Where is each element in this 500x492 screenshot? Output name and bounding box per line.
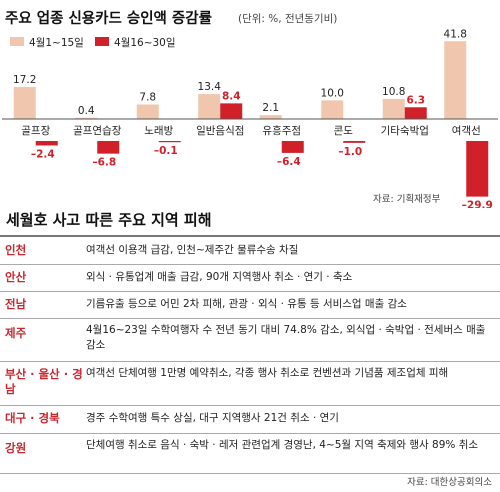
region-name: 강원 (5, 441, 27, 455)
bar-apr16-30-2 (97, 141, 120, 154)
chart-title: 주요 업종 신용카드 승인액 증감률 (5, 9, 212, 27)
chart-title-unit: (단위: %, 전년동기비) (238, 12, 337, 25)
table-row: 대구 · 경북 경주 수학여행 특수 상실, 대구 지역행사 21건 취소 · 연… (0, 405, 500, 434)
table-row: 부산 · 울산 · 경남 여객선 단체여행 1만명 예약취소, 각종 행사 취소로… (0, 361, 500, 406)
legend-label-2: 4월16~30일 (114, 36, 176, 49)
category-labels: 골프장 골프연습장 노래방 일반음식점 유흥주점 콘도 기타숙박업 여객선 (21, 124, 480, 137)
table-source: 자료: 대한상공회의소 (407, 477, 492, 488)
category-label-1: 골프장 (21, 125, 50, 137)
bar-apr1-15-4 (198, 94, 221, 119)
value-label-apr16-30-3: –0.1 (154, 145, 178, 157)
value-label-apr1-15-1: 17.2 (13, 74, 36, 86)
legend-swatch-2 (95, 37, 109, 46)
impact-text: 경주 수학여행 특수 상실, 대구 지역행사 21건 취소 · 연기 (86, 412, 339, 424)
bar-apr1-15-5 (259, 115, 282, 119)
bar-apr1-15-8 (444, 41, 467, 119)
bar-apr16-30-7 (404, 107, 427, 119)
category-label-4: 일반음식점 (196, 124, 244, 137)
value-label-apr1-15-3: 7.8 (139, 91, 156, 103)
bar-apr16-30-4 (220, 103, 243, 119)
region-name: 인천 (5, 243, 27, 257)
bar-apr16-30-1 (35, 141, 58, 146)
bar-apr1-15-1 (13, 87, 36, 119)
table-title: 세월호 사고 따른 주요 지역 피해 (6, 211, 212, 229)
value-label-apr16-30-1: –2.4 (31, 148, 55, 160)
region-name: 전남 (5, 297, 27, 311)
category-label-7: 기타숙박업 (381, 124, 429, 137)
table-row: 전남 기름유출 등으로 어민 2차 피해, 관광 · 외식 · 유통 등 서비스업… (0, 291, 500, 319)
bar-apr16-30-3 (158, 141, 181, 143)
bar-apr1-15-7 (382, 98, 405, 119)
region-name: 안산 (5, 270, 27, 284)
impact-text: 여객선 단체여행 1만명 예약취소, 각종 행사 취소로 컨벤션과 기념품 제조… (86, 367, 449, 379)
value-label-apr16-30-7: 6.3 (406, 94, 425, 106)
category-label-8: 여객선 (452, 125, 481, 137)
value-label-apr1-15-7: 10.8 (382, 86, 405, 98)
region-name: 제주 (5, 326, 27, 340)
table-row: 안산 외식 · 유통업계 매출 급감, 90개 지역행사 취소 · 연기 · 축소 (0, 264, 500, 292)
table-row: 제주 4월16~23일 수학여행자 수 전년 동기 대비 74.8% 감소, 외식… (0, 318, 500, 362)
impact-text: 외식 · 유통업계 매출 급감, 90개 지역행사 취소 · 연기 · 축소 (86, 271, 353, 283)
category-label-2: 골프연습장 (73, 125, 122, 137)
bar-apr1-15-6 (321, 100, 344, 119)
value-label-apr16-30-4: 8.4 (222, 90, 241, 102)
impact-text: 기름유출 등으로 어민 2차 피해, 관광 · 외식 · 유통 등 서비스업 매… (86, 298, 407, 310)
value-label-apr1-15-8: 41.8 (444, 28, 467, 40)
table-row: 강원 단체여행 취소로 음식 · 숙박 · 레저 관련업계 경영난, 4~5월 지… (0, 433, 500, 474)
bar-apr1-15-3 (136, 104, 159, 119)
value-label-apr16-30-6: –1.0 (338, 146, 362, 158)
value-label-apr1-15-6: 10.0 (321, 87, 344, 99)
value-label-apr1-15-4: 13.4 (198, 81, 222, 93)
value-label-apr1-15-2: 0.4 (78, 105, 95, 117)
table-row: 인천 여객선 이용객 급감, 인천~제주간 물류수송 차질 (0, 237, 500, 265)
region-name: 대구 · 경북 (5, 411, 60, 425)
impact-text: 여객선 이용객 급감, 인천~제주간 물류수송 차질 (86, 244, 299, 256)
chart-source: 자료: 기획재정부 (373, 193, 441, 205)
value-label-apr16-30-8: –29.9 (462, 200, 493, 208)
table-title-rule (0, 235, 500, 237)
category-label-5: 유흥주점 (262, 124, 301, 137)
value-label-apr1-15-5: 2.1 (262, 102, 279, 114)
category-label-6: 콘도 (334, 125, 354, 137)
category-label-3: 노래방 (144, 125, 173, 137)
bar-apr16-30-6 (343, 141, 366, 143)
value-label-apr16-30-5: –6.4 (277, 156, 301, 168)
legend-label-1: 4월1~15일 (29, 36, 84, 49)
bar-apr16-30-5 (281, 141, 304, 153)
value-label-apr16-30-2: –6.8 (92, 157, 116, 169)
impact-text: 단체여행 취소로 음식 · 숙박 · 레저 관련업계 경영난, 4~5월 지역 … (86, 439, 479, 451)
bar-chart: 주요 업종 신용카드 승인액 증감률 (단위: %, 전년동기비) 4월1~15… (2, 9, 498, 208)
bar-apr16-30-8 (466, 141, 489, 197)
region-name: 부산 · 울산 · 경남 (5, 367, 83, 396)
legend-swatch-1 (10, 37, 24, 46)
chart-bars: 17.2 –2.4 0.4 –6.8 7.8 –0.1 13.48.4 2.1 –6.4 10.0… (13, 28, 493, 208)
impact-text: 4월16~23일 수학여행자 수 전년 동기 대비 74.8% 감소, 외식업 … (86, 324, 486, 351)
bar-apr1-15-2 (75, 117, 98, 119)
